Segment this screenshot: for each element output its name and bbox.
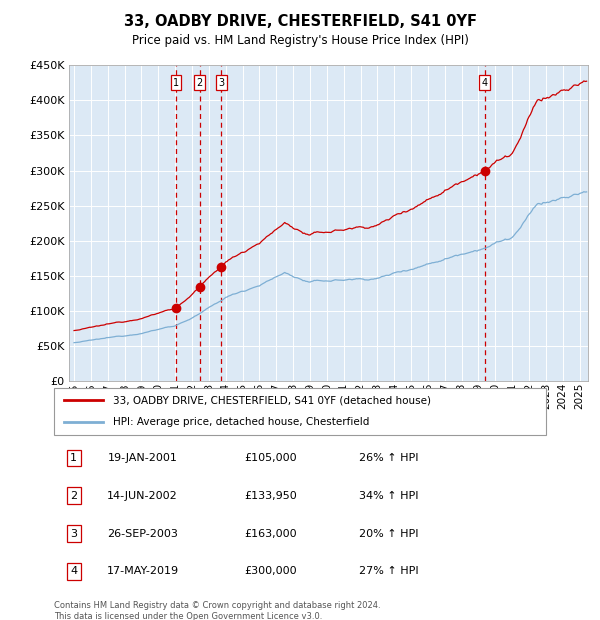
Text: 4: 4 xyxy=(482,78,488,87)
Text: 4: 4 xyxy=(70,566,77,577)
Text: 17-MAY-2019: 17-MAY-2019 xyxy=(106,566,179,577)
Text: £133,950: £133,950 xyxy=(244,490,297,501)
Text: 27% ↑ HPI: 27% ↑ HPI xyxy=(359,566,418,577)
Text: 34% ↑ HPI: 34% ↑ HPI xyxy=(359,490,418,501)
Text: £300,000: £300,000 xyxy=(244,566,297,577)
Text: HPI: Average price, detached house, Chesterfield: HPI: Average price, detached house, Ches… xyxy=(113,417,370,427)
Text: 1: 1 xyxy=(173,78,179,87)
Text: 26-SEP-2003: 26-SEP-2003 xyxy=(107,528,178,539)
Text: £105,000: £105,000 xyxy=(244,453,297,463)
Text: 14-JUN-2002: 14-JUN-2002 xyxy=(107,490,178,501)
Text: 3: 3 xyxy=(218,78,224,87)
Text: 33, OADBY DRIVE, CHESTERFIELD, S41 0YF (detached house): 33, OADBY DRIVE, CHESTERFIELD, S41 0YF (… xyxy=(113,396,431,405)
Text: 26% ↑ HPI: 26% ↑ HPI xyxy=(359,453,418,463)
Text: 20% ↑ HPI: 20% ↑ HPI xyxy=(359,528,418,539)
Text: 3: 3 xyxy=(70,528,77,539)
Text: Price paid vs. HM Land Registry's House Price Index (HPI): Price paid vs. HM Land Registry's House … xyxy=(131,34,469,46)
Text: 2: 2 xyxy=(196,78,203,87)
Text: 33, OADBY DRIVE, CHESTERFIELD, S41 0YF: 33, OADBY DRIVE, CHESTERFIELD, S41 0YF xyxy=(124,14,476,29)
Text: 2: 2 xyxy=(70,490,77,501)
Text: Contains HM Land Registry data © Crown copyright and database right 2024.: Contains HM Land Registry data © Crown c… xyxy=(54,601,380,611)
Text: 19-JAN-2001: 19-JAN-2001 xyxy=(107,453,178,463)
Text: This data is licensed under the Open Government Licence v3.0.: This data is licensed under the Open Gov… xyxy=(54,612,322,620)
Text: £163,000: £163,000 xyxy=(244,528,297,539)
FancyBboxPatch shape xyxy=(54,388,546,435)
Text: 1: 1 xyxy=(70,453,77,463)
